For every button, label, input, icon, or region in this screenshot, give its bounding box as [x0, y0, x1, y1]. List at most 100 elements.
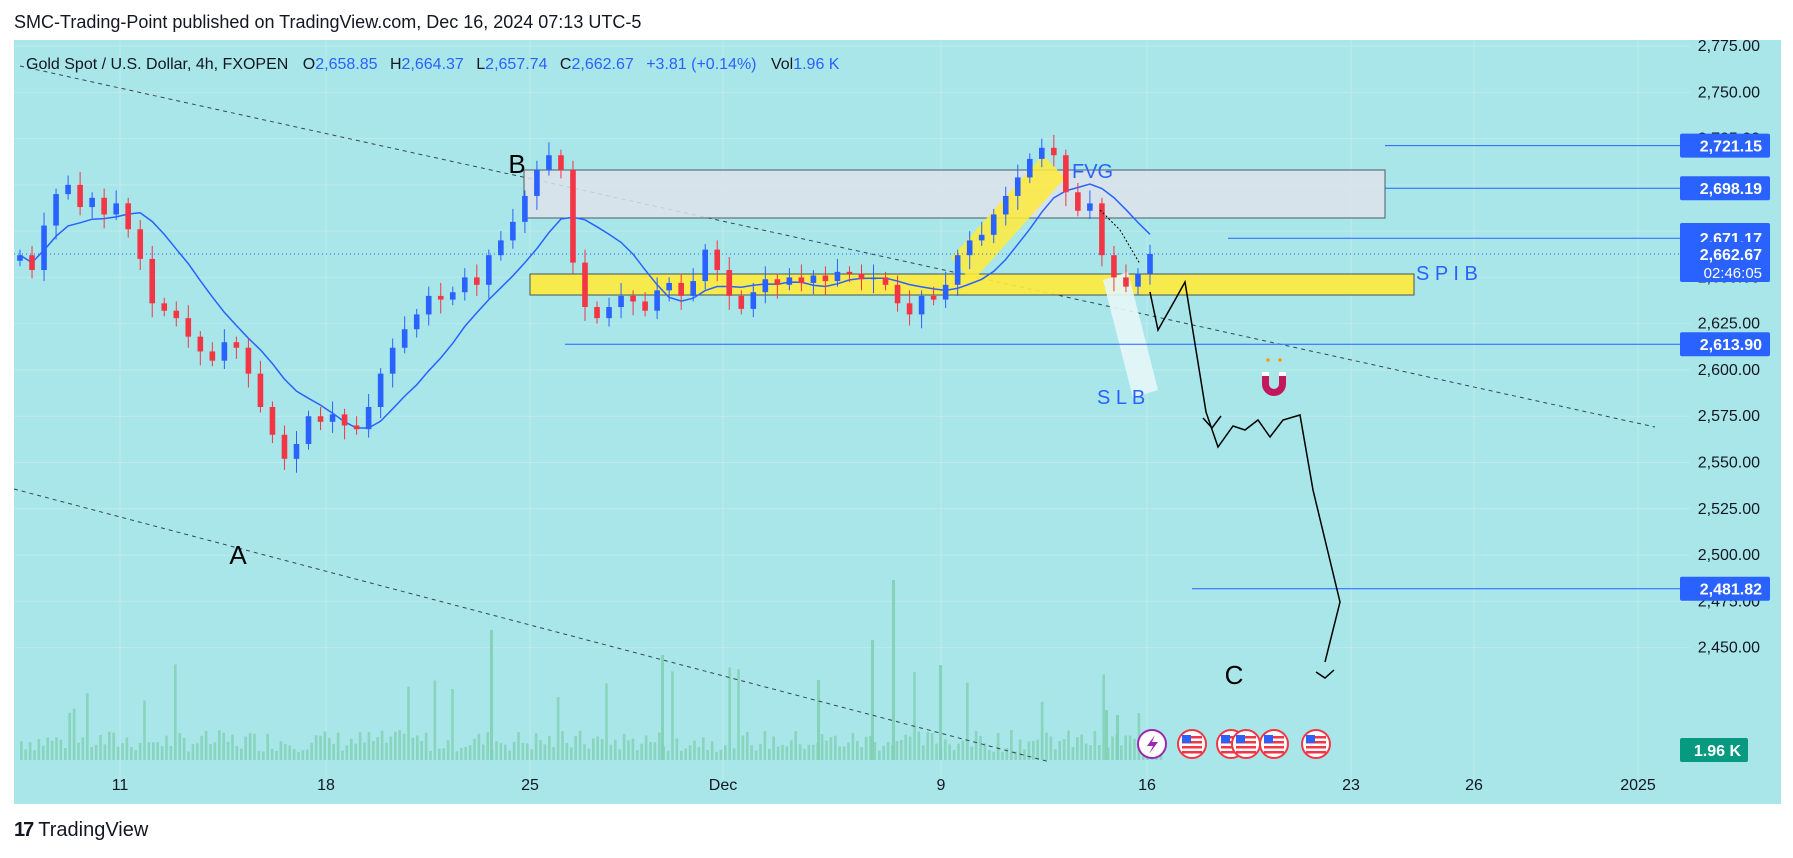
price-tick-label: 2,750.00 — [1698, 84, 1760, 101]
candle — [1002, 195, 1009, 215]
volume-bar — [1105, 710, 1108, 760]
candle — [894, 284, 901, 304]
volume-bar — [196, 743, 199, 760]
time-tick-label: 25 — [521, 777, 539, 794]
candle — [1063, 155, 1069, 193]
candle — [317, 416, 324, 422]
candle — [269, 406, 276, 435]
projection-path — [1149, 279, 1341, 663]
volume-bar — [279, 741, 283, 760]
volume-bar — [834, 735, 837, 760]
sl-channel — [1103, 272, 1158, 398]
volume-bar — [138, 742, 142, 760]
volume-bar — [1045, 732, 1048, 760]
lightning-icon — [1137, 729, 1167, 759]
publish-line: SMC-Trading-Point published on TradingVi… — [14, 12, 642, 32]
price-tag-label: 2,481.82 — [1700, 582, 1762, 599]
volume-bar — [24, 749, 27, 760]
volume-bar — [50, 741, 54, 760]
volume-bar — [627, 740, 630, 760]
candle — [882, 277, 889, 285]
volume-bar — [640, 743, 643, 760]
candle — [558, 155, 564, 171]
volume-bar — [1062, 739, 1066, 760]
volume-bar — [644, 735, 648, 760]
candle — [570, 170, 576, 263]
volume-bar — [1133, 738, 1136, 760]
candle — [1026, 158, 1033, 178]
volume-bar — [235, 746, 239, 760]
brand-label: TradingView — [38, 819, 149, 841]
candle — [461, 277, 468, 293]
volume-bar — [878, 750, 881, 760]
volume-bar — [917, 731, 921, 760]
volume-bar — [812, 744, 815, 760]
volume-bar — [666, 750, 670, 760]
candle — [966, 240, 973, 256]
volume-bar — [798, 744, 802, 760]
volume-bar — [592, 738, 595, 760]
volume-bar — [160, 746, 164, 760]
volume-bar — [336, 732, 340, 760]
volume-bar — [495, 741, 498, 760]
volume-bar — [746, 731, 749, 760]
point-label: C — [1225, 660, 1244, 690]
volume-bar — [226, 741, 230, 760]
volume-bar — [892, 580, 895, 760]
candle — [89, 197, 95, 208]
volume-bar — [680, 750, 683, 760]
candle — [690, 281, 696, 296]
price-tag-label: 2,613.90 — [1700, 337, 1762, 354]
candle — [1051, 147, 1057, 156]
volume-bar — [169, 746, 173, 760]
volume-bar — [570, 747, 573, 760]
volume-bar — [20, 741, 23, 760]
volume-bar — [1076, 737, 1079, 760]
volume-bar — [693, 740, 696, 760]
channel-upper — [19, 65, 1656, 428]
volume-bar — [1023, 749, 1026, 760]
time-tick-label: 16 — [1138, 777, 1156, 794]
volume-bar — [328, 737, 331, 760]
volume-bar — [539, 740, 542, 760]
volume-bar — [1093, 731, 1097, 760]
volume-bar — [33, 750, 36, 760]
candle — [486, 255, 492, 285]
candle — [762, 279, 769, 293]
volume-bar — [512, 741, 516, 760]
economic-event-icons[interactable] — [1137, 729, 1331, 759]
volume-bar — [759, 743, 762, 760]
volume-bar — [948, 744, 951, 760]
tradingview-brand[interactable]: 17 TradingView — [14, 819, 148, 842]
price-tag — [1680, 576, 1770, 601]
volume-bar — [121, 743, 124, 760]
volume-bar — [1111, 736, 1114, 760]
volume-bar — [37, 739, 41, 760]
volume-bar — [429, 750, 432, 760]
channel-lower — [13, 488, 1051, 763]
volume-bar — [354, 743, 357, 760]
candle — [185, 318, 192, 337]
volume-bar — [886, 742, 890, 760]
volume-bar — [152, 742, 155, 760]
candle — [1087, 203, 1093, 211]
volume-bar — [882, 745, 885, 760]
candle — [810, 275, 817, 283]
projection-arrowhead — [1202, 415, 1222, 430]
price-tick-label: 2,575.00 — [1698, 408, 1760, 425]
candle — [173, 310, 180, 319]
candle — [654, 290, 660, 311]
volume-bar — [380, 730, 384, 760]
volume-bar — [605, 683, 608, 760]
volume-bar — [72, 708, 76, 760]
dotted-path — [1099, 209, 1141, 265]
candle — [906, 303, 913, 315]
volume-bar — [473, 738, 476, 760]
volume-bar — [715, 751, 718, 760]
volume-bar — [407, 686, 410, 760]
candle — [209, 351, 216, 361]
volume-bar — [622, 733, 626, 760]
volume-bar — [253, 733, 256, 760]
candle — [437, 295, 444, 300]
